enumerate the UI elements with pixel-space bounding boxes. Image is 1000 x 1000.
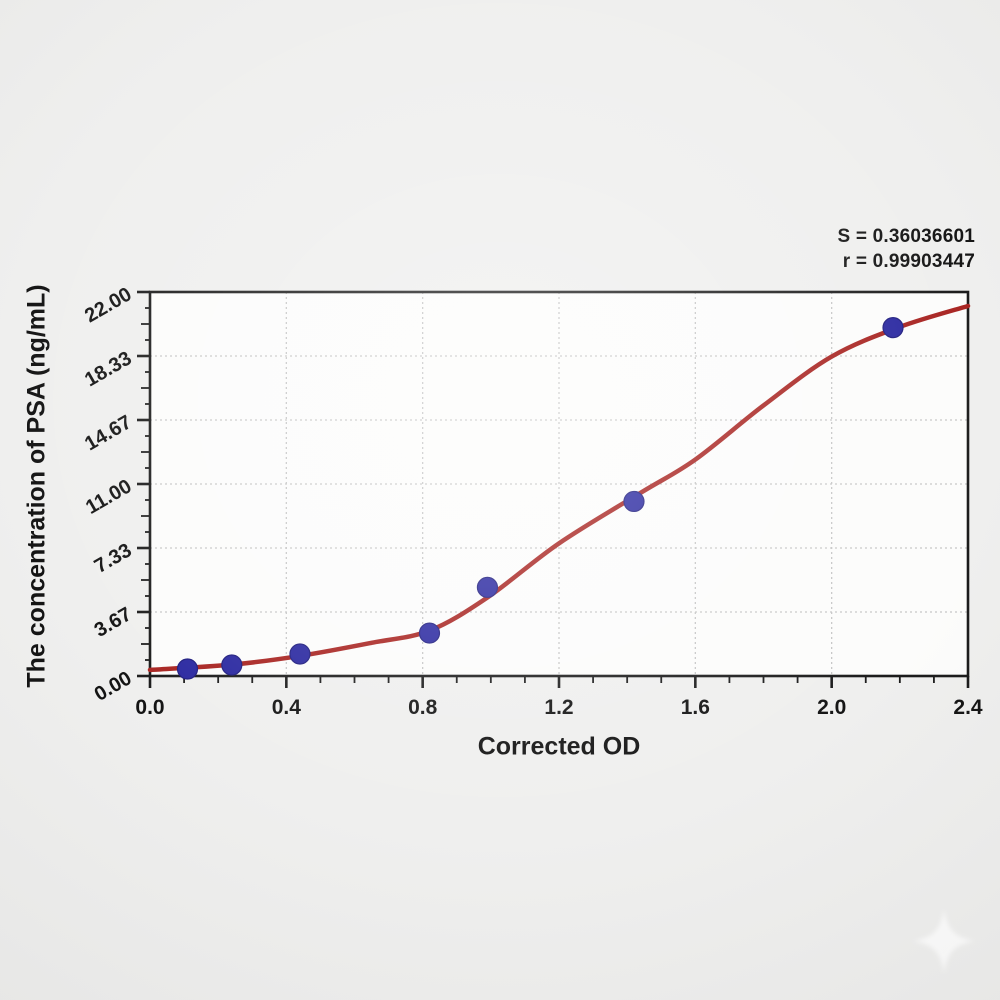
y-tick-labels: 0.00 3.67 7.33 11.00 14.67 18.33 22.00 — [81, 283, 135, 706]
data-point-marker — [623, 490, 645, 513]
x-tick-labels: 0.0 0.4 0.8 1.2 1.6 2.0 2.4 — [135, 696, 983, 719]
x-axis-title: Corrected OD — [477, 732, 641, 761]
data-points — [176, 317, 904, 680]
data-point-marker — [476, 576, 499, 598]
svg-text:2.0: 2.0 — [817, 696, 846, 719]
svg-text:0.8: 0.8 — [408, 696, 438, 719]
svg-text:3.67: 3.67 — [91, 603, 136, 642]
svg-text:2.4: 2.4 — [953, 696, 983, 719]
svg-text:0.00: 0.00 — [91, 667, 136, 706]
r-value-label: r = 0.99903447 — [842, 251, 975, 272]
data-point-marker — [221, 654, 243, 676]
data-point-marker — [176, 658, 199, 680]
data-point-marker — [418, 622, 441, 644]
svg-text:18.33: 18.33 — [81, 347, 135, 391]
s-value-label: S = 0.36036601 — [837, 226, 975, 247]
svg-text:1.2: 1.2 — [544, 696, 573, 719]
svg-text:1.6: 1.6 — [681, 696, 710, 719]
svg-text:14.67: 14.67 — [81, 411, 135, 455]
data-point-marker — [289, 643, 311, 665]
data-point-marker — [882, 317, 904, 339]
fit-statistics: S = 0.36036601 r = 0.99903447 — [837, 224, 975, 274]
svg-text:11.00: 11.00 — [82, 475, 135, 519]
svg-text:7.33: 7.33 — [91, 539, 136, 578]
svg-text:0.0: 0.0 — [135, 696, 164, 719]
sparkle-watermark-icon — [913, 909, 975, 973]
svg-text:22.00: 22.00 — [81, 283, 135, 327]
axis-ticks — [137, 290, 970, 688]
svg-text:0.4: 0.4 — [272, 696, 302, 719]
